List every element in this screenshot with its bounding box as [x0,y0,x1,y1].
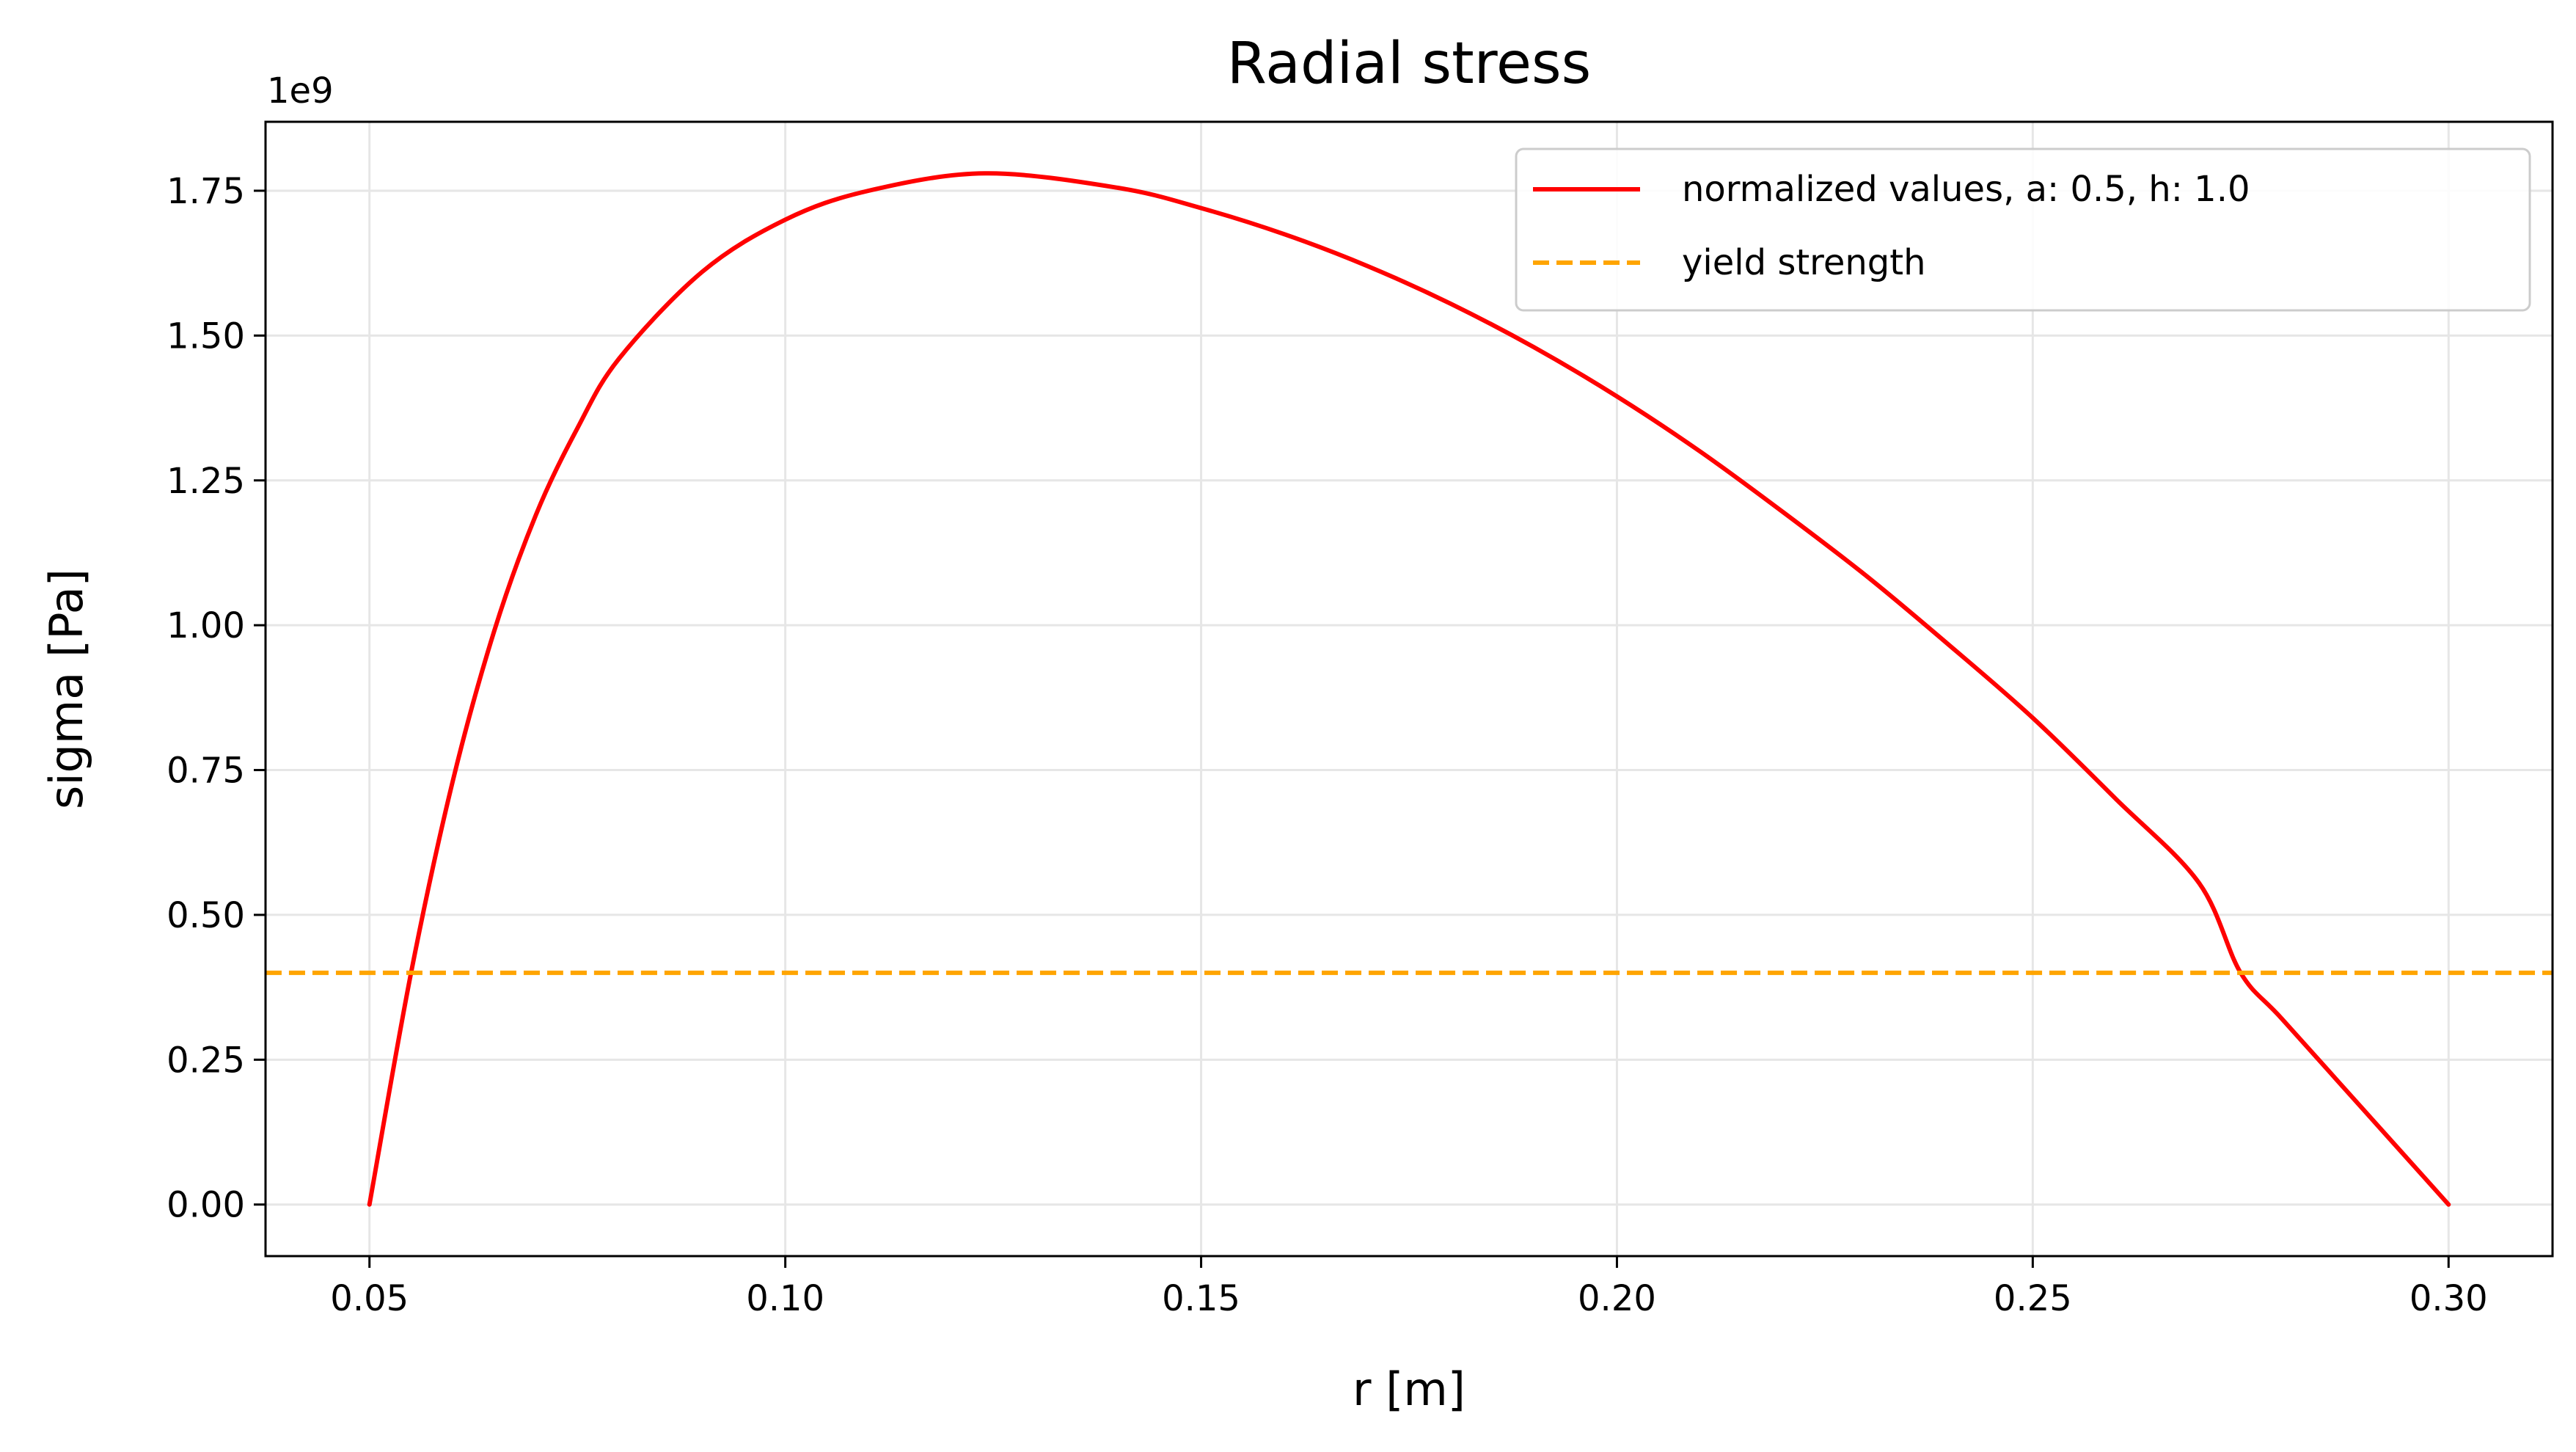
y-axis-ticks: 0.00 0.25 0.50 0.75 1.00 1.25 1.50 1.75 [167,171,266,1226]
series-lines [265,171,2553,1207]
legend-label-yield-strength: yield strength [1682,242,1926,283]
legend-label-normalized-values: normalized values, a: 0.5, h: 1.0 [1682,169,2250,210]
y-tick-label: 1.00 [167,605,245,646]
chart-title: Radial stress [1227,31,1592,97]
x-tick-label: 0.10 [746,1278,824,1319]
y-tick-label: 0.75 [167,751,245,792]
y-tick-label: 0.50 [167,895,245,936]
x-tick-label: 0.15 [1162,1278,1240,1319]
series-line-normalized-values [367,171,2451,1207]
plot-area-frame [264,120,2554,1258]
y-tick-label: 1.50 [167,315,245,357]
legend-box [1515,147,2531,312]
y-axis-label: sigma [Pa] [40,569,93,809]
legend: normalized values, a: 0.5, h: 1.0 yield … [1515,147,2531,312]
x-tick-label: 0.05 [330,1278,409,1319]
x-tick-label: 0.25 [1994,1278,2072,1319]
y-tick-label: 0.00 [167,1185,245,1226]
y-tick-label: 1.75 [167,171,245,212]
y-tick-label: 1.25 [167,461,245,502]
x-axis-ticks: 0.05 0.10 0.15 0.20 0.25 0.30 [330,1256,2488,1319]
y-offset-label: 1e9 [267,70,334,112]
x-tick-label: 0.20 [1578,1278,1656,1319]
y-tick-label: 0.25 [167,1040,245,1081]
x-axis-label: r [m] [1353,1362,1466,1416]
x-tick-label: 0.30 [2409,1278,2488,1319]
